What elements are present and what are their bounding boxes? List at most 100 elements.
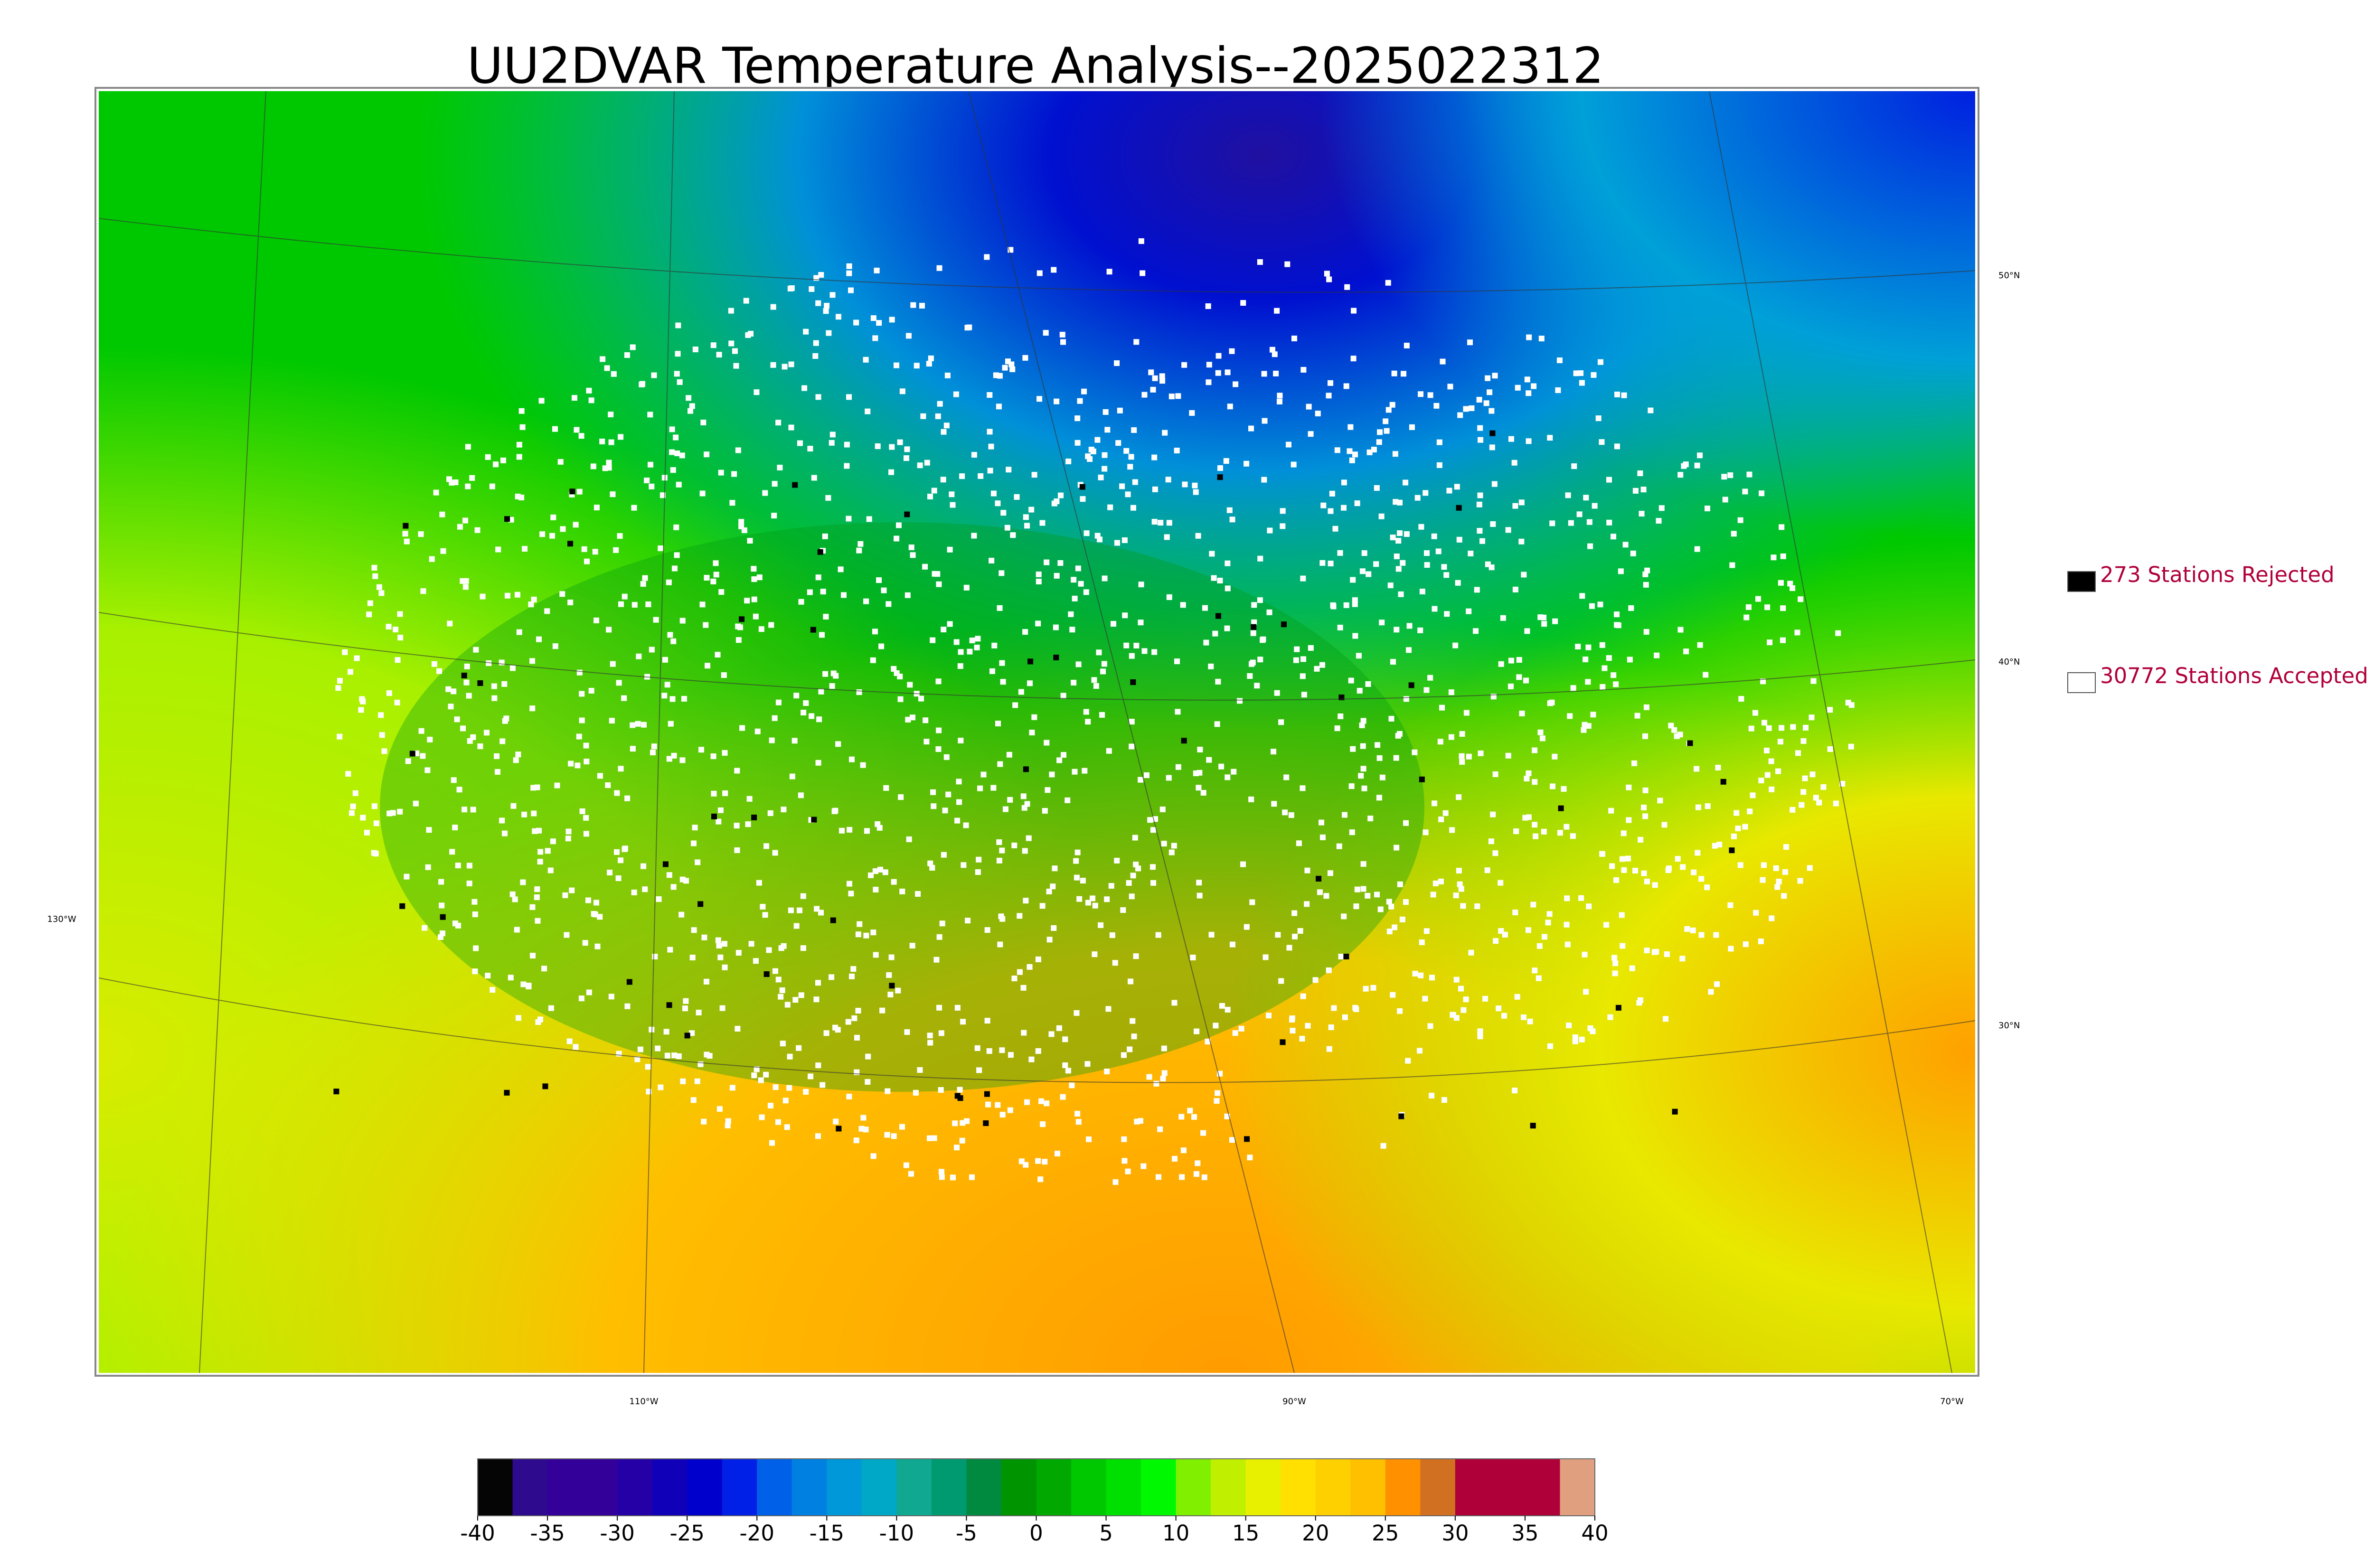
station-dot: [803, 1089, 809, 1095]
station-dot: [1443, 572, 1450, 578]
station-dot: [1225, 774, 1231, 780]
station-dot: [853, 319, 859, 326]
station-dot: [809, 713, 815, 719]
station-dot: [965, 918, 971, 924]
station-dot: [610, 491, 616, 498]
station-dot: [624, 352, 630, 358]
station-dot: [1437, 739, 1443, 745]
station-dot: [710, 753, 716, 760]
station-dot: [1046, 888, 1052, 894]
station-dot: [1344, 284, 1350, 290]
station-dot: [644, 478, 650, 484]
rejected-dot: [889, 983, 895, 989]
colorbar-segment: [1176, 1459, 1211, 1516]
station-dot: [960, 1120, 966, 1126]
station-dot: [1722, 497, 1728, 503]
station-dot: [1152, 486, 1158, 492]
station-dot: [1753, 910, 1759, 916]
station-dot: [683, 878, 689, 884]
station-dot: [1419, 939, 1425, 945]
station-dot: [803, 329, 809, 335]
station-dot: [1607, 1014, 1613, 1020]
lon-label: 70°W: [1940, 1397, 1964, 1407]
colorbar-segment: [478, 1459, 513, 1516]
station-dot: [669, 449, 675, 455]
station-dot: [1417, 627, 1423, 633]
station-dot: [894, 535, 900, 542]
station-dot: [1225, 369, 1231, 376]
station-dot: [917, 462, 923, 469]
station-dot: [1360, 743, 1366, 749]
station-dot: [937, 401, 943, 407]
station-dot: [666, 756, 672, 762]
station-dot: [1244, 924, 1250, 930]
station-dot: [1304, 867, 1310, 873]
station-dot: [1632, 868, 1638, 874]
colorbar-tick-label: -30: [600, 1521, 635, 1546]
station-dot: [705, 663, 711, 669]
rejected-dot: [626, 979, 632, 985]
station-dot: [579, 691, 585, 697]
station-dot: [1090, 895, 1096, 901]
legend-label: 273 Stations Rejected: [2100, 562, 2335, 587]
station-dot: [516, 629, 522, 635]
station-dot: [1254, 683, 1260, 689]
station-dot: [914, 363, 920, 369]
station-dot: [669, 696, 676, 702]
station-dot: [1376, 439, 1382, 445]
station-dot: [895, 522, 902, 528]
station-dot: [641, 722, 647, 728]
station-dot: [1748, 725, 1754, 732]
station-dot: [815, 980, 821, 986]
station-dot: [1062, 1062, 1068, 1068]
station-dot: [851, 1015, 857, 1021]
station-dot: [756, 880, 762, 886]
station-dot: [1526, 770, 1532, 776]
station-dot: [1308, 645, 1314, 651]
station-dot: [1519, 710, 1525, 716]
station-dot: [746, 796, 753, 802]
station-dot: [1028, 1056, 1035, 1062]
station-dot: [715, 652, 721, 658]
station-dot: [751, 1072, 757, 1079]
station-dot: [1403, 820, 1409, 826]
station-dot: [1011, 842, 1017, 848]
station-dot: [1677, 627, 1684, 633]
station-dot: [800, 945, 806, 951]
station-dot: [1137, 1118, 1143, 1124]
station-dot: [372, 573, 378, 579]
station-dot: [1458, 986, 1464, 992]
station-dot: [1412, 970, 1418, 976]
station-dot: [909, 942, 915, 948]
station-dot: [567, 600, 574, 606]
station-dot: [1809, 714, 1815, 721]
station-dot: [609, 718, 615, 724]
station-dot: [1182, 481, 1188, 488]
station-dot: [1627, 657, 1633, 663]
station-dot: [1606, 655, 1612, 661]
station-dot: [378, 712, 384, 718]
station-dot: [872, 335, 878, 341]
station-dot: [820, 1082, 826, 1088]
station-dot: [710, 578, 716, 584]
station-dot: [614, 790, 620, 796]
station-dot: [493, 461, 499, 468]
station-dot: [342, 649, 348, 655]
station-dot: [485, 973, 491, 979]
station-dot: [1007, 1107, 1013, 1113]
station-dot: [1418, 391, 1424, 397]
station-dot: [352, 790, 358, 796]
station-dot: [1324, 271, 1330, 277]
station-dot: [1524, 776, 1530, 782]
station-dot: [576, 669, 583, 676]
station-dot: [681, 695, 687, 702]
colorbar-segment: [1106, 1459, 1141, 1516]
station-dot: [465, 483, 471, 489]
station-dot: [466, 693, 472, 699]
station-dot: [944, 372, 951, 378]
colorbar-tick-label: 0: [1029, 1521, 1043, 1546]
station-dot: [675, 322, 681, 329]
station-dot: [735, 623, 741, 629]
station-dot: [1069, 1082, 1075, 1089]
station-dot: [1440, 358, 1446, 365]
